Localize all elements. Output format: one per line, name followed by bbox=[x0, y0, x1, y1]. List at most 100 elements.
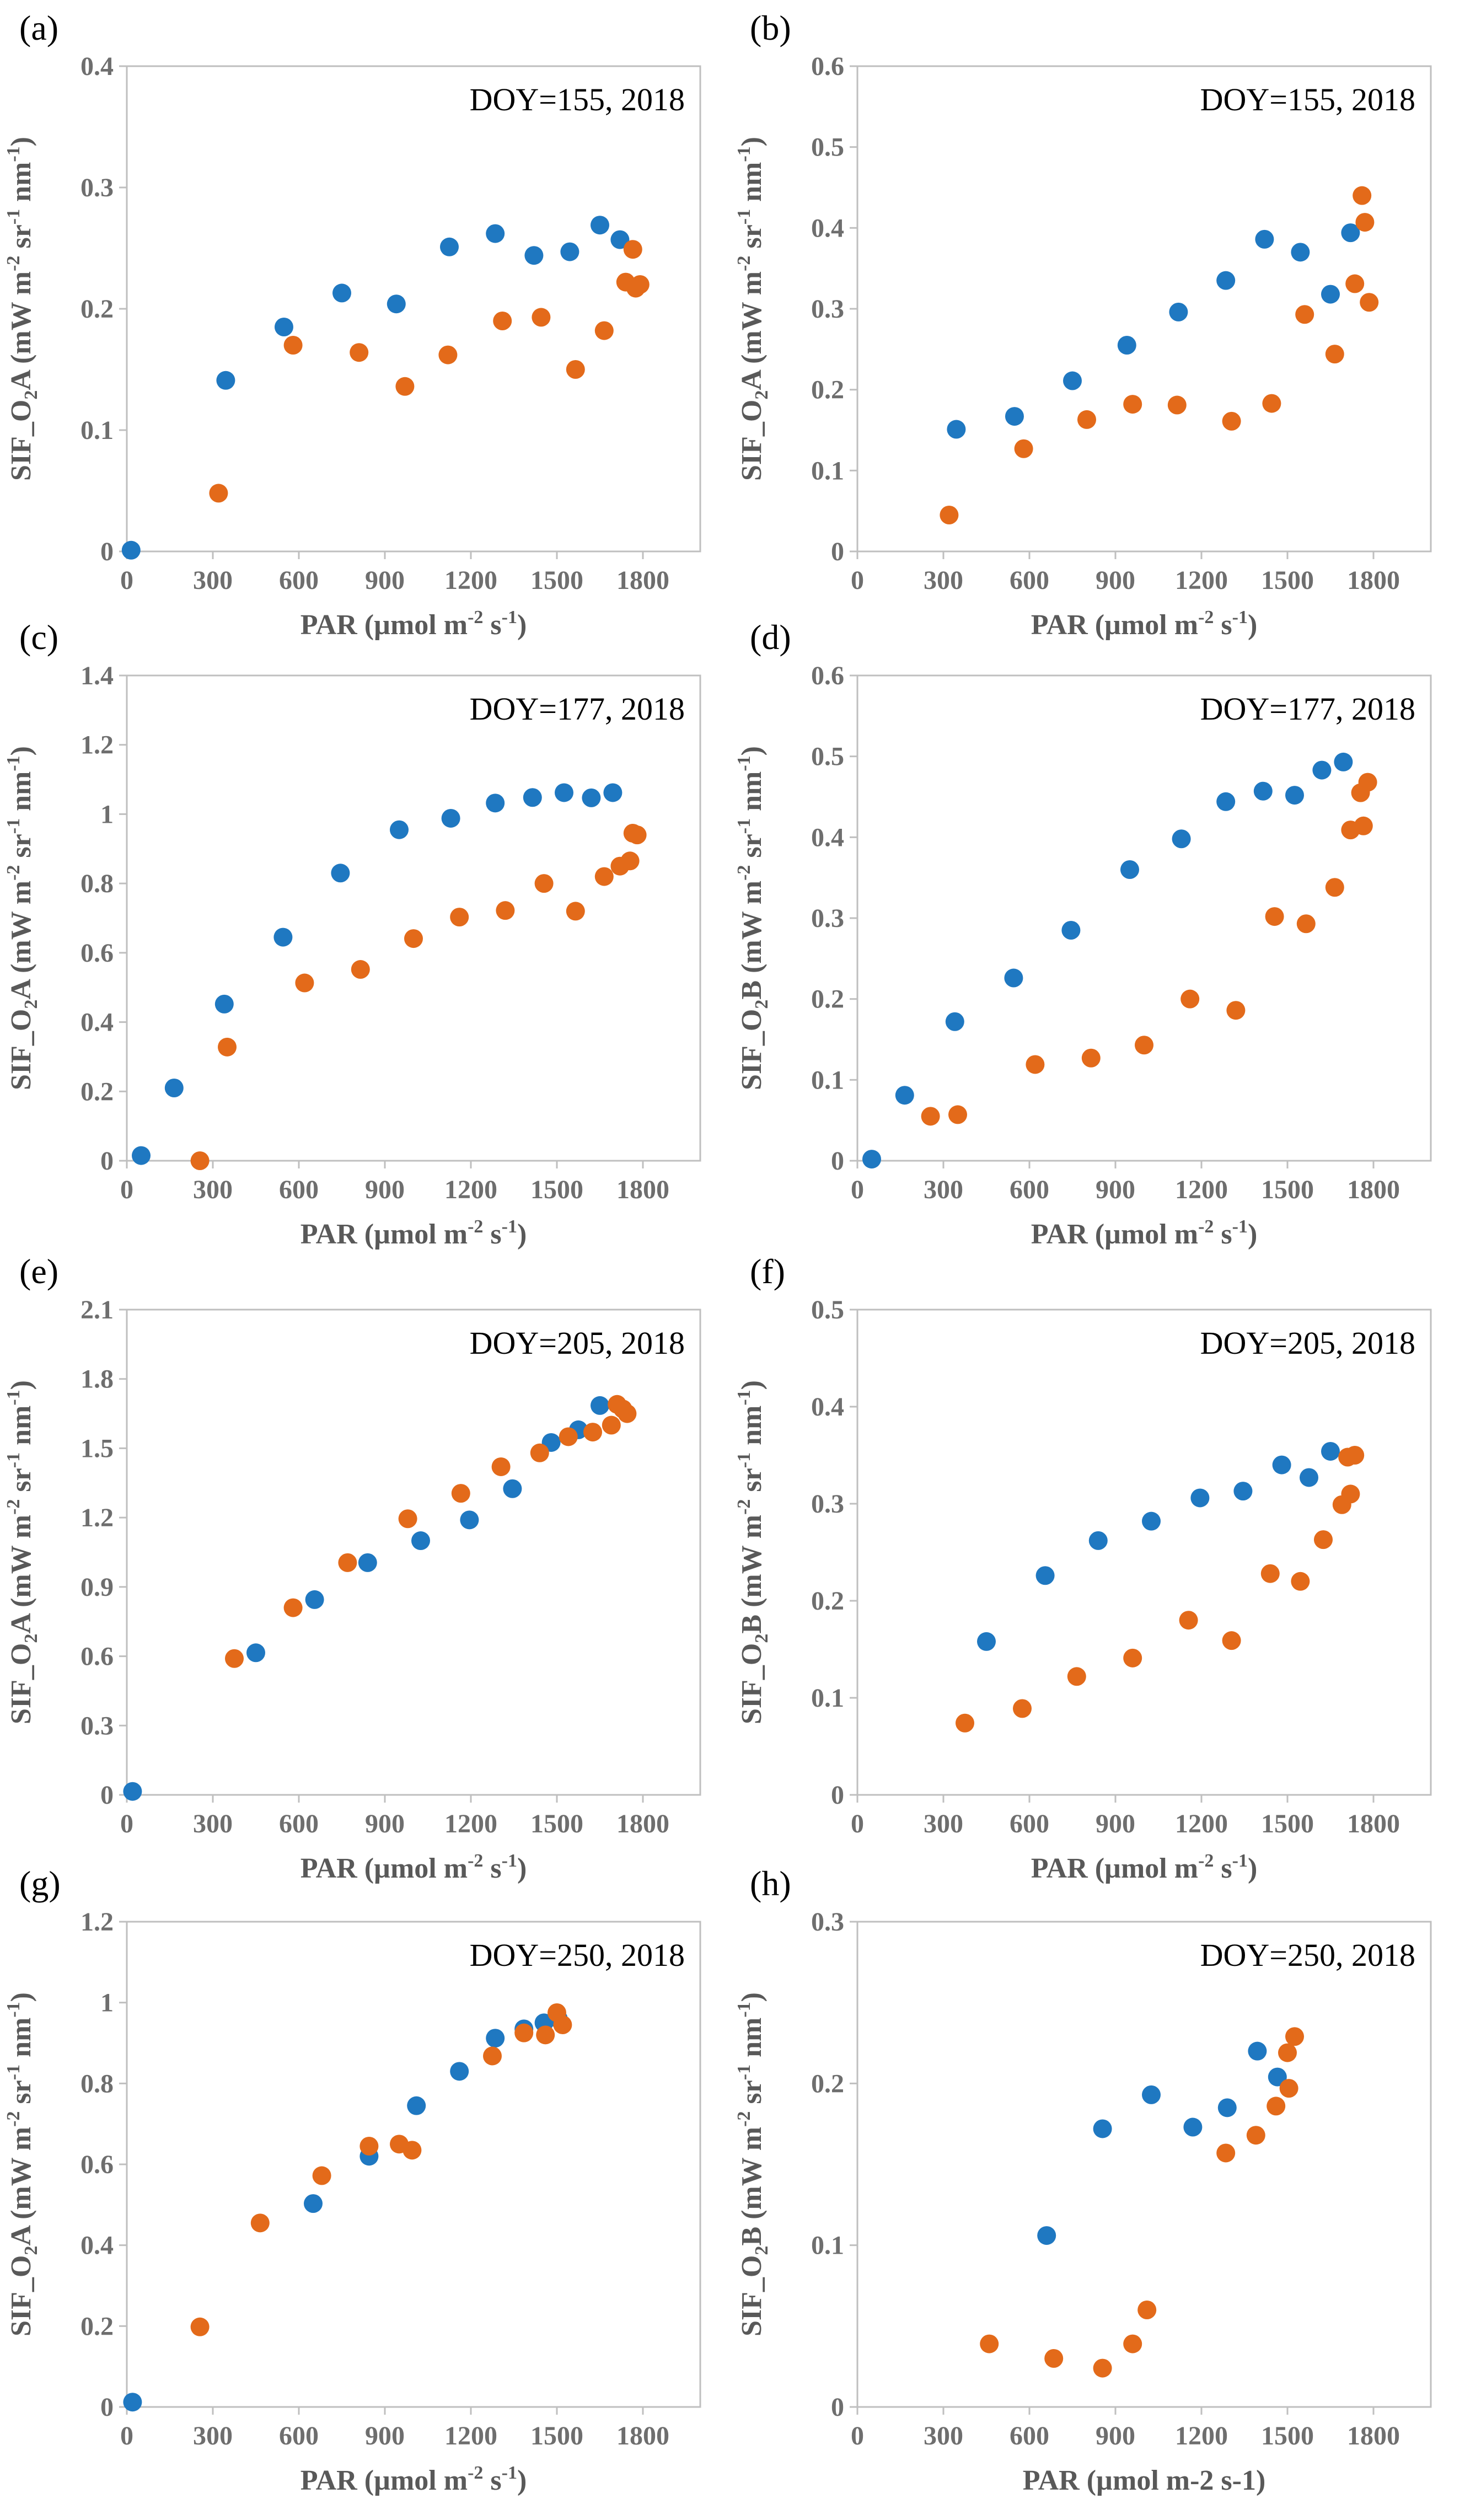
x-axis-title: PAR (µmol m-2 s-1) bbox=[1031, 1216, 1258, 1250]
y-tick-label: 1.2 bbox=[81, 731, 114, 760]
data-point bbox=[1226, 1001, 1246, 1020]
x-tick-label: 1200 bbox=[1175, 2421, 1228, 2451]
date-annotation: DOY=177, 2018 bbox=[1200, 691, 1415, 727]
data-point bbox=[895, 1086, 914, 1105]
data-point bbox=[1167, 395, 1187, 415]
panel-label: (g) bbox=[19, 1864, 61, 1903]
data-point bbox=[1005, 407, 1024, 426]
x-tick-label: 300 bbox=[193, 2421, 233, 2451]
data-point bbox=[283, 336, 303, 355]
x-tick-label: 1500 bbox=[1261, 566, 1314, 595]
data-point bbox=[1285, 2027, 1304, 2046]
x-tick-label: 0 bbox=[120, 2421, 133, 2451]
y-tick-label: 0.2 bbox=[81, 1077, 114, 1106]
chart-h: (h) DOY=250, 2018 0 0.1 0.2 0.3 0 300 600 900 1200… bbox=[734, 1864, 1432, 2496]
data-point bbox=[1296, 914, 1316, 934]
series-1 bbox=[1037, 2041, 1287, 2245]
data-point bbox=[123, 2393, 142, 2412]
data-point bbox=[1222, 411, 1241, 431]
y-tick-label: 0.3 bbox=[81, 1711, 114, 1740]
data-point bbox=[1135, 1036, 1153, 1055]
x-axis-title: PAR (µmol m-2 s-1) bbox=[300, 1851, 527, 1884]
data-point bbox=[523, 788, 542, 807]
data-point bbox=[350, 343, 369, 362]
data-point bbox=[947, 420, 966, 439]
x-axis-title: PAR (µmol m-2 s-1) bbox=[1031, 1851, 1258, 1884]
data-point bbox=[225, 1649, 244, 1668]
x-tick-label: 300 bbox=[924, 1175, 963, 1204]
data-point bbox=[1037, 2226, 1056, 2245]
y-axis-title: SIF_O2A (mW m-2 sr-1 nm-1) bbox=[3, 1380, 41, 1724]
data-point bbox=[1093, 2358, 1112, 2378]
data-point bbox=[1345, 1446, 1365, 1465]
data-point bbox=[305, 1590, 324, 1609]
data-point bbox=[440, 237, 459, 256]
date-annotation: DOY=205, 2018 bbox=[470, 1325, 685, 1361]
y-tick-label: 0.2 bbox=[811, 376, 844, 405]
data-point bbox=[1268, 2067, 1287, 2087]
y-tick-label: 1.4 bbox=[81, 661, 114, 690]
x-tick-label: 600 bbox=[1010, 566, 1049, 595]
data-point bbox=[1272, 1455, 1291, 1475]
data-point bbox=[1123, 1648, 1142, 1668]
plot-area bbox=[856, 1309, 1432, 1796]
data-point bbox=[1233, 1482, 1253, 1501]
series-2 bbox=[190, 2003, 572, 2336]
data-point bbox=[566, 360, 585, 379]
data-point bbox=[1321, 1441, 1340, 1461]
series-1 bbox=[132, 783, 623, 1165]
chart-g: (g) DOY=250, 2018 0 0.2 0.4 0.6 0.8 1 1.2 0 300 600… bbox=[3, 1864, 701, 2496]
data-point bbox=[977, 1632, 996, 1651]
data-point bbox=[358, 1553, 377, 1572]
data-point bbox=[1334, 752, 1353, 771]
x-tick-label: 0 bbox=[851, 2421, 864, 2451]
y-axis-title: SIF_O2B (mW m-2 sr-1 nm-1) bbox=[734, 746, 772, 1090]
series-2 bbox=[190, 824, 647, 1170]
y-tick-label: 0.8 bbox=[81, 869, 114, 898]
data-point bbox=[603, 783, 623, 802]
data-point bbox=[948, 1105, 967, 1124]
data-point bbox=[627, 825, 647, 845]
x-tick-label: 900 bbox=[1096, 566, 1135, 595]
x-tick-label: 0 bbox=[851, 566, 864, 595]
plot-area bbox=[856, 674, 1432, 1162]
data-point bbox=[1026, 1055, 1045, 1074]
y-tick-label: 0.6 bbox=[811, 661, 844, 690]
date-annotation: DOY=205, 2018 bbox=[1200, 1325, 1415, 1361]
y-tick-label: 0.3 bbox=[811, 1489, 844, 1519]
data-point bbox=[1179, 1611, 1198, 1630]
y-tick-label: 0.4 bbox=[81, 1008, 114, 1037]
data-point bbox=[1341, 1484, 1360, 1504]
data-point bbox=[1004, 968, 1023, 988]
data-point bbox=[1077, 410, 1096, 429]
y-tick-label: 0.2 bbox=[811, 2069, 844, 2098]
data-point bbox=[560, 242, 579, 261]
data-point bbox=[1169, 302, 1188, 321]
series-1 bbox=[977, 1441, 1340, 1651]
data-point bbox=[921, 1107, 940, 1126]
data-point bbox=[273, 927, 293, 947]
data-point bbox=[583, 1423, 602, 1442]
x-axis-title: PAR (µmol m-2 s-1) bbox=[300, 2463, 527, 2496]
y-tick-label: 0.4 bbox=[811, 823, 844, 852]
x-tick-label: 1500 bbox=[530, 566, 583, 595]
x-tick-label: 900 bbox=[365, 566, 405, 595]
data-point bbox=[1216, 2143, 1236, 2163]
y-axis-title: SIF_O2B (mW m-2 sr-1 nm-1) bbox=[734, 1992, 772, 2336]
x-tick-label: 1500 bbox=[530, 1175, 583, 1204]
data-point bbox=[591, 216, 609, 235]
y-tick-label: 0 bbox=[831, 1146, 844, 1176]
series-2 bbox=[940, 186, 1379, 524]
data-point bbox=[351, 960, 370, 979]
data-point bbox=[1267, 2097, 1286, 2116]
chart-b: (b) DOY=155, 2018 0 0.1 0.2 0.3 0.4 0.5 0.6 0 300 6… bbox=[734, 8, 1432, 641]
y-axis-title: SIF_O2A (mW m-2 sr-1 nm-1) bbox=[3, 1992, 41, 2336]
data-point bbox=[1253, 781, 1273, 801]
data-point bbox=[1279, 2079, 1298, 2098]
x-tick-label: 600 bbox=[1010, 1175, 1049, 1204]
data-point bbox=[1081, 1048, 1101, 1068]
data-point bbox=[411, 1531, 430, 1551]
x-axis-title: PAR (µmol m-2 s-1) bbox=[300, 607, 527, 641]
panel-label: (f) bbox=[750, 1252, 785, 1291]
x-tick-label: 900 bbox=[1096, 2421, 1135, 2451]
